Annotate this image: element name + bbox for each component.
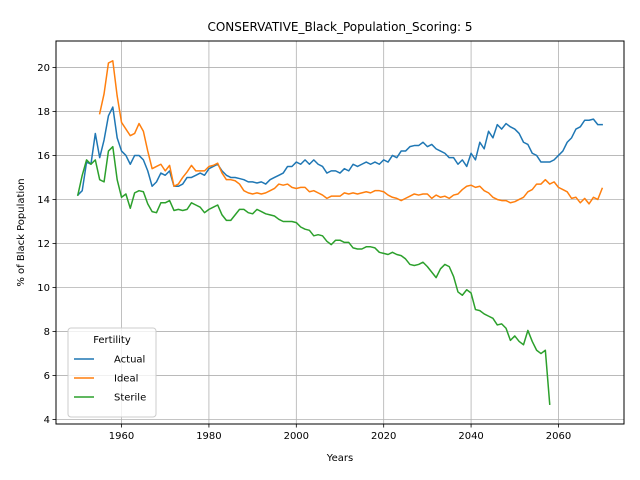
x-axis: 1960 1980 2000 2020 2040 2060 bbox=[109, 424, 571, 442]
plot-frame bbox=[55, 40, 625, 425]
x-tick-label: 2040 bbox=[458, 431, 483, 442]
x-axis-label: Years bbox=[326, 453, 353, 464]
y-tick-label: 16 bbox=[37, 151, 50, 162]
series-line-actual bbox=[76, 106, 603, 197]
y-tick-label: 12 bbox=[37, 239, 50, 250]
plot-area bbox=[76, 60, 604, 405]
chart-title: CONSERVATIVE_Black_Population_Scoring: 5 bbox=[207, 20, 472, 34]
y-tick-label: 8 bbox=[44, 327, 50, 338]
y-tick-label: 6 bbox=[44, 371, 50, 382]
x-tick-label: 1960 bbox=[109, 431, 134, 442]
x-tick-label: 2020 bbox=[371, 431, 396, 442]
legend-title: Fertility bbox=[93, 335, 131, 346]
legend-label-ideal: Ideal bbox=[114, 374, 138, 385]
y-tick-label: 20 bbox=[37, 63, 50, 74]
y-tick-label: 18 bbox=[37, 107, 50, 118]
y-tick-label: 4 bbox=[44, 415, 50, 426]
legend-label-sterile: Sterile bbox=[114, 393, 146, 404]
series-line-sterile bbox=[76, 145, 551, 405]
y-tick-label: 10 bbox=[37, 283, 50, 294]
series-line-ideal bbox=[98, 60, 604, 205]
y-tick-label: 14 bbox=[37, 195, 50, 206]
x-tick-label: 2000 bbox=[284, 431, 309, 442]
x-tick-label: 2060 bbox=[546, 431, 571, 442]
y-axis: 4 6 8 10 12 14 16 18 20 bbox=[37, 63, 56, 426]
legend: Fertility Actual Ideal Sterile bbox=[67, 327, 157, 418]
legend-label-actual: Actual bbox=[114, 355, 145, 366]
y-axis-label: % of Black Population bbox=[16, 178, 27, 286]
x-tick-label: 1980 bbox=[196, 431, 221, 442]
legend-box bbox=[67, 327, 157, 418]
